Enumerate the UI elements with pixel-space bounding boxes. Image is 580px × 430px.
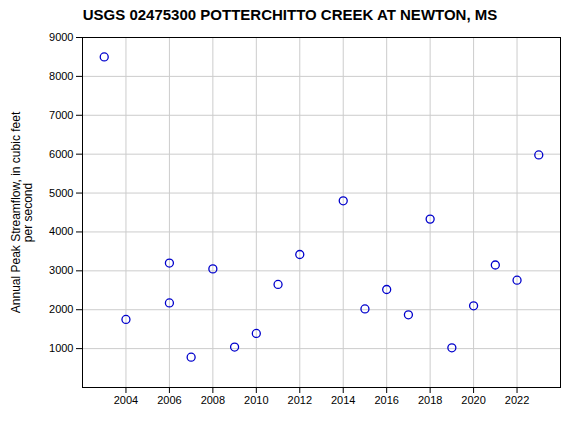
svg-text:2014: 2014 (331, 394, 355, 406)
svg-text:2000: 2000 (49, 303, 73, 315)
svg-text:2008: 2008 (201, 394, 225, 406)
svg-text:2018: 2018 (418, 394, 442, 406)
svg-text:2012: 2012 (288, 394, 312, 406)
svg-text:2006: 2006 (157, 394, 181, 406)
svg-text:7000: 7000 (49, 109, 73, 121)
svg-text:9000: 9000 (49, 31, 73, 43)
html-text:USGS 02475300 POTTERCHITTO CRE: USGS 02475300 POTTERCHITTO CREEK AT NEWT… (82, 6, 498, 23)
svg-text:2010: 2010 (244, 394, 268, 406)
svg-text:2022: 2022 (505, 394, 529, 406)
svg-text:5000: 5000 (49, 187, 73, 199)
svg-text:4000: 4000 (49, 225, 73, 237)
svg-text:1000: 1000 (49, 342, 73, 354)
svg-text:2016: 2016 (374, 394, 398, 406)
svg-text:3000: 3000 (49, 264, 73, 276)
svg-text:2020: 2020 (461, 394, 485, 406)
svg-text:6000: 6000 (49, 148, 73, 160)
svg-text:8000: 8000 (49, 70, 73, 82)
svg-text:2004: 2004 (114, 394, 138, 406)
svg-text:Annual Peak Streamflow, in cub: Annual Peak Streamflow, in cubic feetper… (9, 111, 35, 313)
